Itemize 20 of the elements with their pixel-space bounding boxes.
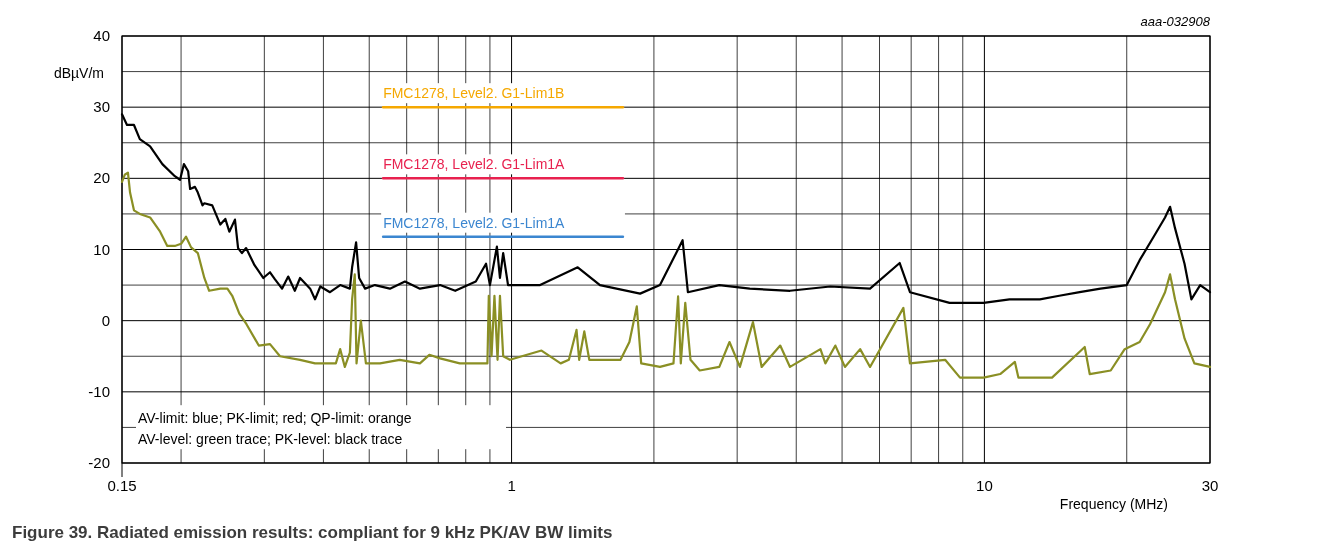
x-axis-title: Frequency (MHz): [1059, 496, 1168, 512]
text: aaa-032908: [1140, 14, 1211, 29]
y-tick-label: 10: [93, 240, 110, 258]
x-tick-label: 30: [1201, 477, 1219, 494]
series-label: FMC1278, Level2. G1-Lim1A: [383, 156, 566, 173]
y-tick-label: 0: [101, 311, 110, 329]
y-tick-label: 40: [93, 27, 110, 44]
y-tick-label: 30: [93, 98, 110, 116]
text: Figure 39. Radiated emission results: compliant for 9 kHz PK/AV BW limits: [12, 523, 613, 542]
x-tick-label: 0.15: [107, 477, 137, 494]
y-tick-label: -20: [88, 454, 110, 471]
series-label: FMC1278, Level2. G1-Lim1B: [383, 85, 565, 102]
y-tick-label: -10: [88, 382, 110, 400]
series-label: FMC1278, Level2. G1-Lim1A: [383, 214, 566, 231]
y-axis-title: dBµV/m: [53, 65, 104, 81]
annotation: AV-level: green trace; PK-level: black trace: [138, 431, 403, 448]
y-tick-label: 20: [93, 169, 110, 187]
x-tick-label: 1: [507, 477, 516, 494]
annotation: AV-limit: blue; PK-limit; red; QP-limit: orange: [138, 410, 412, 427]
x-tick-label: 10: [976, 477, 993, 494]
